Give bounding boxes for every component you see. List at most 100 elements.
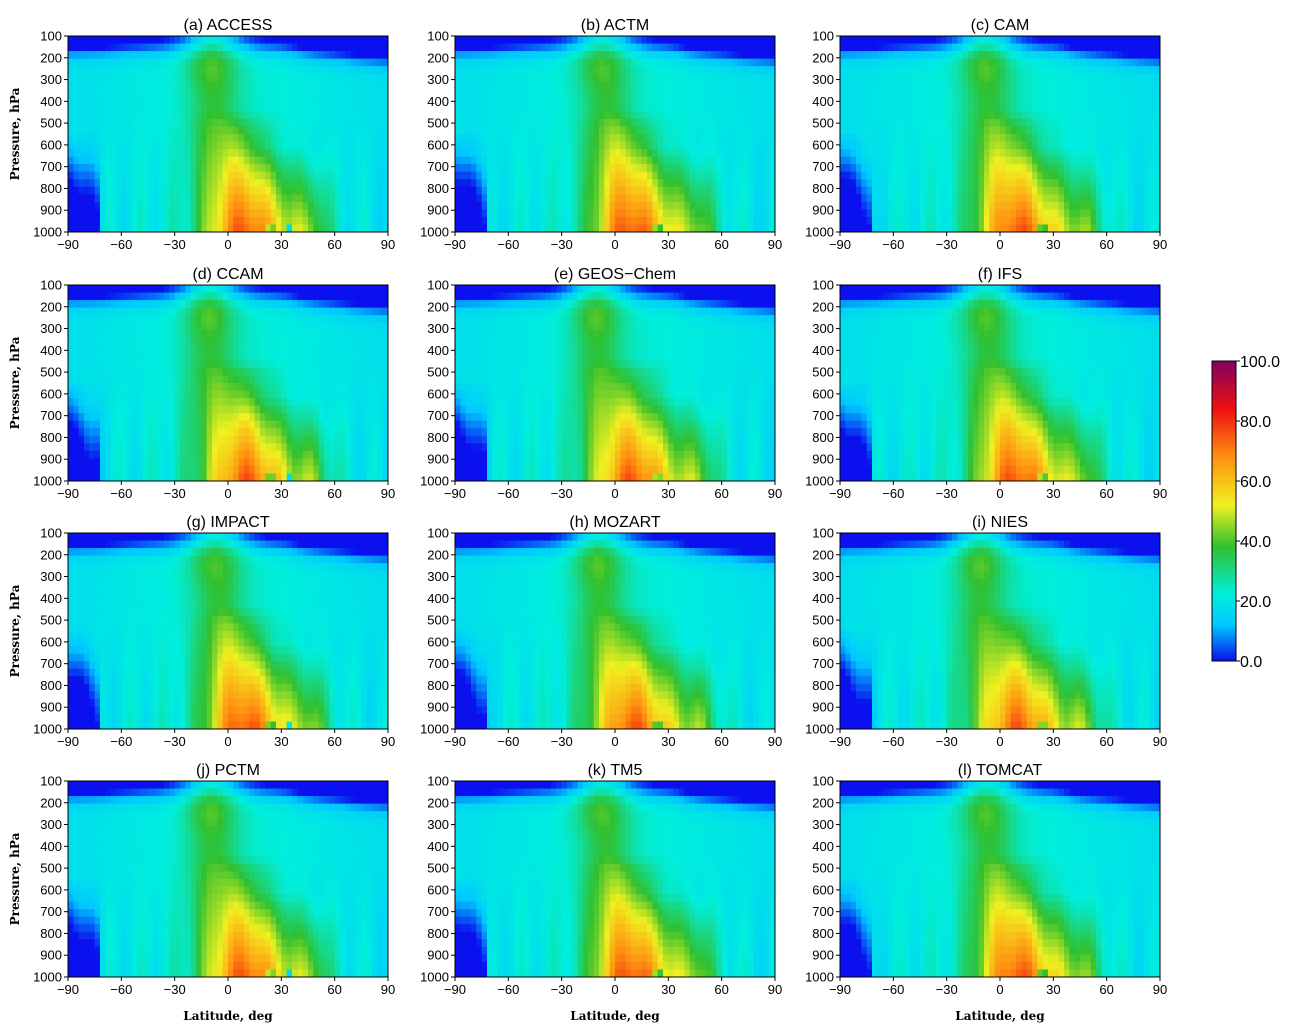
heatmap-cell (1133, 134, 1140, 143)
heatmap-cell (254, 111, 261, 120)
heatmap-cell (84, 73, 90, 82)
heatmap-cell (1128, 209, 1134, 218)
heatmap-cell (551, 149, 557, 158)
heatmap-cell (1037, 216, 1044, 226)
heatmap-cell (126, 149, 133, 158)
heatmap-cell (700, 88, 707, 97)
heatmap-cell (914, 186, 921, 195)
heatmap-cell (73, 315, 80, 324)
heatmap-cell (1042, 51, 1049, 60)
heatmap-cell (105, 300, 112, 309)
heatmap-cell (345, 36, 352, 45)
heatmap-cell (164, 43, 170, 52)
heatmap-cell (925, 58, 932, 67)
heatmap-cell (540, 141, 547, 150)
heatmap-cell (196, 141, 202, 150)
heatmap-cell (1074, 216, 1081, 226)
heatmap-cell (513, 164, 520, 173)
heatmap-cell (551, 164, 557, 173)
heatmap-cell (711, 194, 717, 203)
heatmap-cell (615, 66, 621, 75)
heatmap-cell (249, 36, 256, 45)
heatmap-cell (1042, 58, 1049, 67)
heatmap-cell (265, 118, 272, 128)
heatmap-cell (984, 164, 990, 173)
y-tick-label: 400 (40, 94, 62, 109)
heatmap-cell (1005, 164, 1012, 173)
heatmap-cell (497, 118, 504, 128)
heatmap-cell (1032, 171, 1038, 180)
heatmap-cell (732, 186, 739, 195)
heatmap-cell (737, 43, 744, 52)
heatmap-cell (941, 201, 948, 210)
heatmap-cell (185, 126, 192, 135)
heatmap-cell (1144, 141, 1150, 150)
heatmap-cell (893, 134, 900, 143)
heatmap-cell (265, 103, 272, 112)
heatmap-cell (866, 216, 873, 226)
heatmap-cell (94, 405, 101, 414)
heatmap-cell (350, 216, 357, 226)
heatmap-cell (244, 201, 250, 210)
heatmap-cell (313, 141, 320, 150)
heatmap-cell (657, 73, 664, 82)
heatmap-cell (952, 36, 958, 45)
heatmap-cell (345, 209, 352, 218)
heatmap-cell (705, 111, 712, 120)
heatmap-cell (73, 413, 80, 422)
heatmap-cell (888, 201, 894, 210)
heatmap-cell (1117, 186, 1124, 195)
heatmap-cell (769, 186, 775, 195)
heatmap-cell (727, 66, 733, 75)
heatmap-cell (588, 88, 595, 97)
heatmap-cell (567, 194, 573, 203)
heatmap-cell (866, 164, 873, 173)
heatmap-cell (535, 58, 541, 67)
heatmap-cell (513, 134, 520, 143)
heatmap-cell (471, 81, 477, 90)
heatmap-cell (1032, 126, 1038, 135)
heatmap-cell (244, 156, 250, 165)
heatmap-cell (540, 209, 547, 218)
heatmap-cell (1106, 88, 1113, 97)
heatmap-cell (909, 216, 916, 226)
heatmap-cell (1112, 103, 1118, 112)
heatmap-cell (711, 216, 717, 226)
heatmap-cell (625, 194, 632, 203)
heatmap-cell (361, 103, 368, 112)
heatmap-cell (1101, 118, 1108, 128)
heatmap-cell (110, 43, 117, 52)
heatmap-cell (164, 209, 170, 218)
heatmap-cell (737, 66, 744, 75)
heatmap-cell (137, 149, 144, 158)
heatmap-cell (840, 36, 846, 45)
heatmap-cell (1096, 224, 1102, 232)
heatmap-cell (657, 134, 664, 143)
heatmap-cell (84, 179, 90, 188)
heatmap-cell (100, 383, 106, 392)
heatmap-cell (503, 149, 509, 158)
heatmap-cell (180, 96, 186, 105)
heatmap-cell (100, 171, 106, 180)
heatmap-cell (276, 186, 282, 195)
heatmap-cell (78, 315, 85, 324)
heatmap-cell (481, 111, 488, 120)
heatmap-cell (238, 51, 245, 60)
heatmap-cell (588, 58, 595, 67)
heatmap-cell (636, 96, 643, 105)
heatmap-cell (593, 171, 600, 180)
heatmap-cell (743, 126, 749, 135)
heatmap-cell (652, 216, 659, 226)
y-axis-label: Pressure, hPa (8, 87, 22, 180)
heatmap-cell (856, 103, 862, 112)
heatmap-cell (1149, 36, 1156, 45)
heatmap-cell (185, 43, 192, 52)
heatmap-cell (914, 73, 921, 82)
heatmap-cell (356, 126, 362, 135)
heatmap-cell (877, 149, 884, 158)
heatmap-cell (302, 36, 309, 45)
heatmap-cell (78, 413, 85, 422)
heatmap-cell (137, 126, 144, 135)
heatmap-cell (994, 171, 1001, 180)
heatmap-cell (695, 43, 701, 52)
